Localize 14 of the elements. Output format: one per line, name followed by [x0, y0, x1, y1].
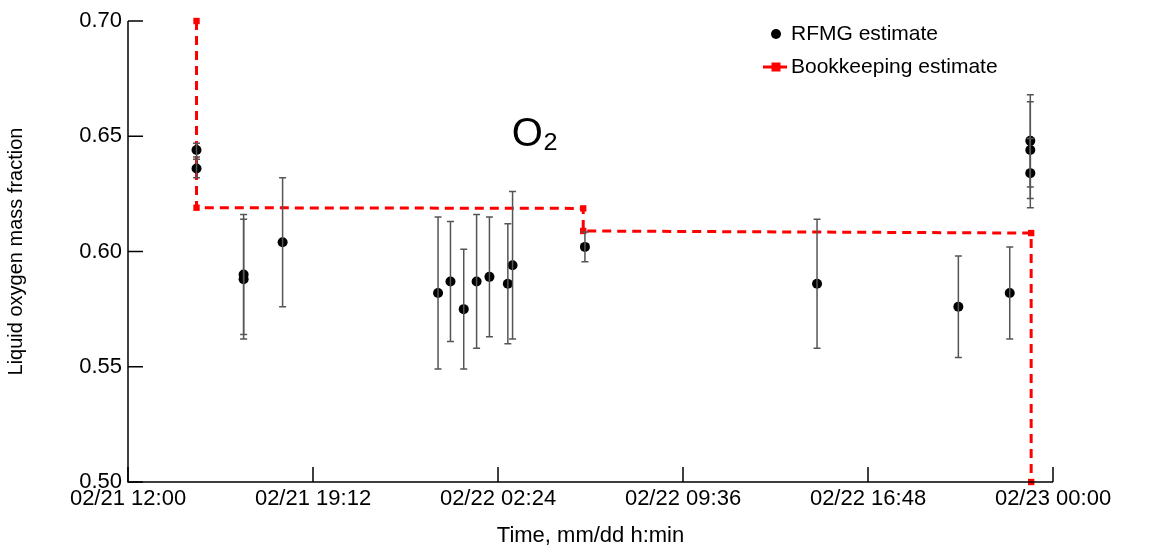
- x-tick-label: 02/22 02:24: [439, 485, 557, 511]
- legend-label: RFMG estimate: [791, 20, 939, 44]
- x-tick-label: 02/22 16:48: [809, 485, 927, 511]
- y-tick-label: 0.65: [79, 122, 122, 148]
- y-tick-label: 0.70: [79, 7, 122, 33]
- x-axis-title: Time, mm/dd h:min: [496, 521, 685, 547]
- y-axis-title: Liquid oxygen mass fraction: [3, 127, 26, 376]
- annotation: O₂: [511, 110, 559, 154]
- legend-label: Bookkeeping estimate: [791, 53, 998, 77]
- x-tick-label: 02/23 00:00: [994, 485, 1112, 511]
- y-tick-label: 0.60: [79, 237, 122, 263]
- x-tick-label: 02/22 09:36: [624, 485, 742, 511]
- x-tick-label: 02/21 19:12: [254, 485, 372, 511]
- y-tick-label: 0.55: [79, 352, 122, 378]
